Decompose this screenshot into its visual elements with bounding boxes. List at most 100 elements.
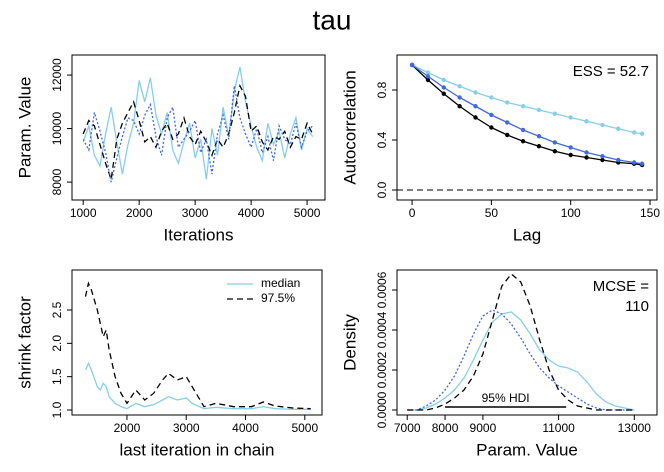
series-line [84, 361, 311, 410]
series-point [584, 155, 589, 160]
series-point [489, 125, 494, 130]
panel: 7000 8000 9000 11000 13000 0.0000 0.0002 0.0004… [340, 269, 658, 459]
x-tick-label: 50 [485, 206, 499, 220]
series-point [520, 139, 526, 144]
plot-frame [71, 54, 326, 201]
series-point [473, 115, 478, 120]
series-point [536, 144, 542, 149]
annotation: 110 [625, 298, 649, 315]
series-point [473, 104, 478, 109]
x-tick-label: 2000 [126, 206, 153, 220]
series-point [505, 120, 510, 125]
series-point [505, 132, 510, 138]
series-line [407, 311, 635, 411]
series-point [584, 119, 589, 124]
y-tick-label: 2.5 [50, 301, 64, 318]
x-tick-label: 13000 [618, 421, 652, 435]
y-axis-label: shrink factor [15, 296, 34, 389]
y-axis-label: Param. Value [15, 77, 34, 179]
series-line [82, 66, 314, 180]
y-tick-label: 2.0 [50, 335, 64, 352]
series-line [407, 309, 635, 411]
x-tick-label: 100 [561, 206, 581, 220]
y-tick-label: 0.4 [375, 131, 389, 148]
x-tick-label: 5000 [294, 206, 321, 220]
series-point [631, 130, 637, 135]
y-tick-label: 1.0 [50, 401, 64, 418]
series-point [520, 127, 526, 133]
series-line [411, 64, 643, 165]
series-point [441, 85, 446, 90]
x-axis-label: Lag [513, 225, 541, 244]
x-axis-label: Iterations [164, 225, 234, 244]
series-point [489, 112, 494, 118]
x-tick-label: 11000 [542, 421, 575, 435]
series-point [409, 62, 415, 68]
y-tick-label: 0.0006 [375, 271, 389, 308]
x-axis-label: Param. Value [476, 440, 578, 459]
series-point [520, 104, 526, 109]
series-point [631, 160, 637, 165]
series-point [600, 122, 605, 128]
x-tick-label: 4000 [232, 421, 259, 435]
x-axis-label: last iteration in chain [120, 440, 275, 459]
y-axis-label: Autocorrelation [340, 70, 359, 184]
y-tick-label: 10000 [50, 112, 64, 146]
y-tick-label: 1.5 [50, 368, 64, 385]
series-point [425, 77, 431, 83]
y-tick-label: 8000 [50, 168, 64, 195]
series-line [407, 273, 635, 411]
series-point [639, 131, 645, 136]
x-tick-label: 7000 [394, 421, 421, 435]
series-line [411, 64, 643, 135]
series-point [536, 134, 542, 139]
x-tick-label: 8000 [432, 421, 459, 435]
series-point [457, 84, 462, 89]
series-point [473, 90, 478, 95]
annotation: MCSE = [593, 278, 650, 295]
x-tick-label: 2000 [114, 421, 141, 435]
panel: 1000 2000 3000 4000 5000 8000 10000 12000 Iterat… [15, 54, 326, 244]
series-line [82, 83, 314, 180]
series-point [536, 107, 542, 113]
series-point [425, 74, 431, 79]
figure-title: tau [313, 4, 352, 35]
x-tick-label: 3000 [173, 421, 200, 435]
series-point [568, 115, 573, 120]
plot-frame [396, 269, 658, 416]
series-point [457, 95, 462, 100]
series-point [600, 154, 605, 159]
series-point [600, 157, 605, 163]
plot-frame [396, 54, 658, 201]
hdi-label: 95% HDI [482, 391, 530, 405]
x-tick-label: 150 [640, 206, 660, 220]
series-point [489, 95, 494, 100]
y-axis-label: Density [340, 314, 359, 371]
x-tick-label: 9000 [470, 421, 497, 435]
series-point [584, 150, 589, 155]
panel: 2000 3000 4000 5000 1.0 1.5 2.0 2.5 last iterati… [15, 269, 323, 459]
legend-label: 97.5% [261, 291, 295, 305]
series-line [84, 281, 311, 410]
panel: 0 50 100 150 0.0 0.4 0.8 Lag Autocorrelation ESS … [340, 54, 660, 244]
x-tick-label: 5000 [291, 421, 318, 435]
series-point [441, 91, 446, 96]
series-point [505, 100, 510, 105]
series-line [411, 64, 643, 166]
series-point [552, 111, 558, 116]
y-tick-label: 0.8 [375, 81, 389, 98]
x-tick-label: 0 [409, 206, 416, 220]
series-point [457, 104, 462, 109]
series-point [568, 145, 573, 150]
y-tick-label: 0.0 [375, 181, 389, 198]
y-tick-label: 0.0004 [375, 311, 389, 348]
series-point [568, 152, 573, 158]
series-point [425, 70, 431, 75]
series-point [552, 149, 558, 154]
legend-label: median [261, 276, 300, 290]
plot-frame [71, 269, 323, 416]
series-point [616, 157, 621, 163]
annotation: ESS = 52.7 [573, 63, 649, 80]
series-point [616, 126, 621, 131]
